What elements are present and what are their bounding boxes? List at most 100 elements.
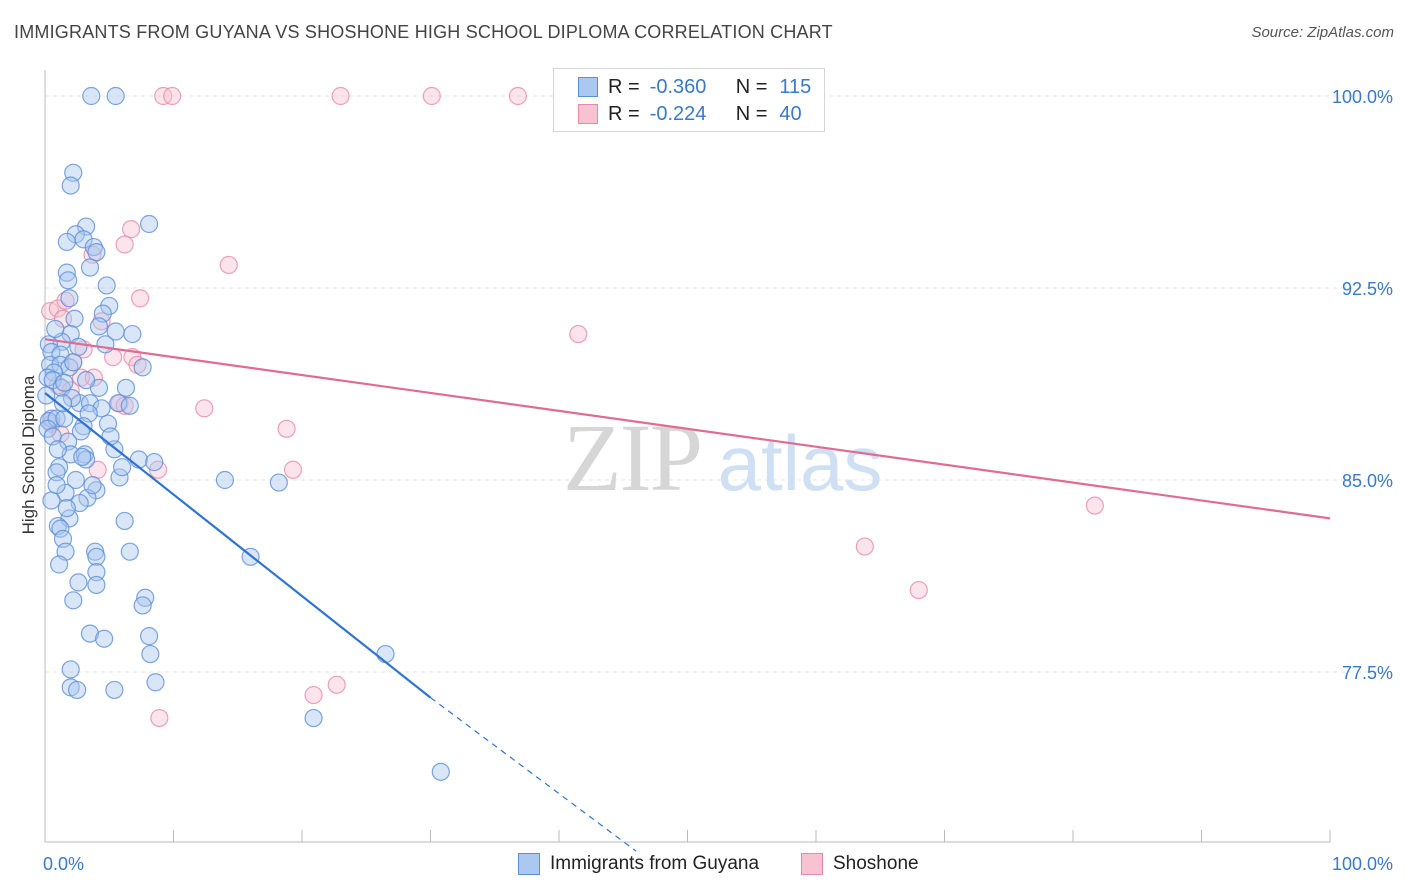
guyana-point — [431, 762, 450, 781]
guyana-point — [215, 470, 234, 490]
guyana-point — [115, 511, 134, 531]
shoshone-point — [128, 355, 147, 374]
scatter-points — [37, 86, 1104, 781]
guyana-point — [87, 243, 106, 262]
guyana-point — [80, 258, 100, 277]
guyana-point — [74, 230, 93, 249]
stats-row-shoshone: R = -0.224 N = 40 — [554, 101, 802, 127]
guyana-point — [73, 447, 92, 467]
y-tick-label: 77.5% — [1342, 663, 1393, 683]
tick-labels: 100.0% 92.5% 85.0% 77.5% 0.0% 100.0% — [43, 87, 1393, 874]
stats-row-guyana: R = -0.360 N = 115 — [554, 74, 811, 100]
guyana-point — [77, 371, 96, 390]
guyana-point — [120, 396, 139, 415]
shoshone-point — [163, 86, 182, 106]
y-tick-label: 85.0% — [1342, 471, 1393, 491]
guyana-point — [269, 473, 288, 492]
watermark: ZIP atlas — [563, 404, 882, 511]
guyana-point — [141, 644, 160, 664]
shoshone-point — [331, 86, 350, 106]
guyana-point — [55, 409, 74, 428]
guyana-point — [145, 452, 164, 472]
shoshone-point — [422, 86, 441, 106]
guyana-point — [55, 373, 74, 392]
r-value: -0.360 — [649, 75, 707, 98]
shoshone-swatch — [578, 104, 598, 124]
axes — [44, 70, 1331, 843]
shoshone-point — [304, 685, 323, 705]
guyana-point — [95, 629, 114, 648]
guyana-point — [42, 491, 61, 510]
guyana-point — [139, 627, 159, 646]
guyana-point — [68, 680, 87, 700]
chart-source: Source: ZipAtlas.com — [1251, 24, 1394, 41]
shoshone-point — [130, 289, 150, 308]
y-tick-label: 92.5% — [1342, 279, 1393, 299]
r-label: R = — [608, 75, 640, 98]
guyana-point — [61, 660, 80, 679]
guyana-point — [48, 440, 67, 459]
guyana-point — [66, 470, 85, 490]
guyana-point — [59, 271, 78, 290]
guyana-point — [46, 319, 65, 339]
shoshone-point — [115, 235, 134, 254]
shoshone-point — [283, 460, 303, 479]
legend-guyana-label: Immigrants from Guyana — [550, 853, 760, 874]
guyana-point — [47, 409, 66, 428]
guyana-point — [112, 458, 132, 477]
shoshone-point — [71, 368, 91, 387]
r-value: -0.224 — [649, 102, 707, 125]
guyana-point — [74, 417, 93, 436]
guyana-point — [57, 232, 76, 252]
guyana-point — [106, 86, 125, 106]
shoshone-point — [219, 255, 238, 275]
guyana-point — [47, 476, 66, 495]
y-axis-label: High School Diploma — [19, 375, 38, 535]
shoshone-trend-line — [44, 338, 1331, 520]
legend-item-shoshone[interactable]: Shoshone — [801, 852, 919, 876]
trend-lines — [44, 338, 1331, 852]
gridlines — [45, 95, 1392, 673]
x-tick-label: 0.0% — [43, 854, 84, 874]
guyana-point — [42, 409, 61, 428]
guyana-point — [60, 289, 79, 308]
guyana-point — [105, 680, 124, 700]
guyana-trend-line — [44, 392, 432, 699]
guyana-point — [80, 624, 100, 643]
guyana-point — [83, 476, 102, 495]
guyana-point — [376, 644, 395, 664]
guyana-point — [120, 542, 139, 561]
legend-shoshone-swatch — [801, 853, 823, 875]
guyana-point — [87, 547, 106, 566]
guyana-point — [62, 388, 82, 408]
guyana-point — [64, 591, 83, 610]
guyana-point — [123, 324, 142, 344]
guyana-point — [89, 317, 109, 336]
n-label: N = — [735, 102, 768, 125]
chart-title: IMMIGRANTS FROM GUYANA VS SHOSHONE HIGH … — [14, 22, 833, 42]
shoshone-point — [150, 708, 169, 728]
guyana-point — [109, 394, 128, 413]
series-shoshone-points — [41, 86, 1104, 728]
guyana-point — [116, 378, 136, 397]
legend-item-guyana[interactable]: Immigrants from Guyana — [518, 852, 759, 876]
shoshone-point — [508, 86, 527, 106]
guyana-point — [87, 563, 106, 582]
shoshone-point — [48, 299, 67, 318]
guyana-point — [133, 596, 152, 615]
guyana-point — [133, 358, 152, 377]
n-label: N = — [735, 75, 768, 98]
x-tick-label: 100.0% — [1332, 854, 1393, 874]
correlation-stats-box: R = -0.360 N = 115 R = -0.224 N = 40 — [553, 68, 825, 132]
guyana-point — [97, 276, 116, 295]
shoshone-point — [1085, 496, 1104, 515]
guyana-point — [57, 263, 76, 282]
shoshone-point — [121, 220, 141, 239]
guyana-point — [69, 337, 88, 356]
guyana-point — [50, 555, 69, 574]
guyana-point — [57, 499, 76, 518]
r-label: R = — [608, 102, 640, 125]
guyana-point — [87, 575, 106, 595]
guyana-point — [101, 427, 120, 446]
